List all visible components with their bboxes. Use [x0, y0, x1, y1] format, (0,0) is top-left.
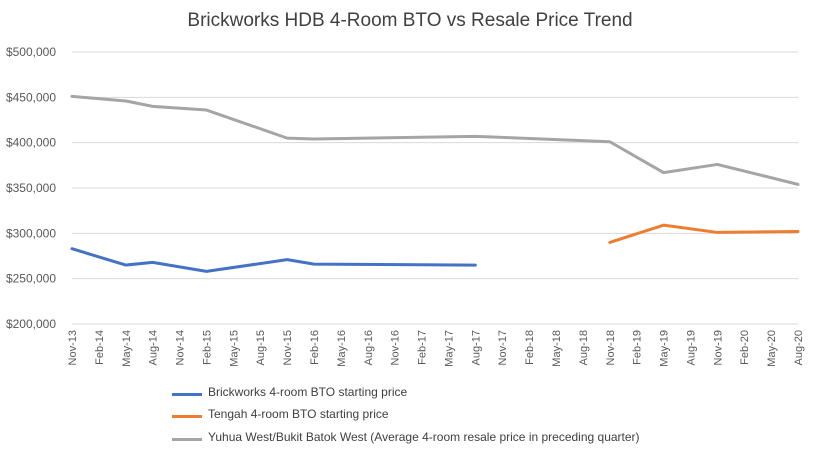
x-tick-label: Nov-17 [497, 330, 509, 365]
y-tick-label: $450,000 [6, 90, 56, 104]
x-tick-label: May-16 [336, 330, 348, 367]
x-tick-label: Aug-15 [255, 330, 267, 365]
x-tick-label: May-15 [228, 330, 240, 367]
series-line-1 [608, 223, 800, 244]
x-tick-label: Aug-17 [470, 330, 482, 365]
legend-swatch-brickworks [172, 393, 202, 396]
y-tick-label: $200,000 [6, 317, 56, 331]
x-tick-label: May-19 [659, 330, 671, 367]
series-line-0 [70, 247, 477, 273]
x-tick-label: Feb-17 [417, 330, 429, 365]
y-tick-label: $350,000 [6, 181, 56, 195]
y-tick-label: $300,000 [6, 226, 56, 240]
x-tick-label: Feb-15 [201, 330, 213, 365]
legend-swatch-yuhua [172, 438, 202, 441]
x-tick-label: Nov-13 [67, 330, 79, 365]
legend-label-brickworks: Brickworks 4-room BTO starting price [208, 385, 408, 399]
y-tick-label: $500,000 [6, 45, 56, 59]
x-tick-label: Aug-16 [363, 330, 375, 365]
x-tick-label: May-14 [121, 330, 133, 367]
legend-swatch-tengah [172, 415, 202, 418]
x-tick-label: Nov-14 [175, 330, 187, 365]
series-line-2 [70, 94, 800, 186]
chart-title: Brickworks HDB 4-Room BTO vs Resale Pric… [187, 10, 633, 31]
legend-label-tengah: Tengah 4-room BTO starting price [208, 407, 389, 421]
x-tick-label: Aug-19 [685, 330, 697, 365]
x-tick-label: Feb-18 [524, 330, 536, 365]
x-tick-label: May-20 [766, 330, 778, 367]
x-tick-label: May-18 [551, 330, 563, 367]
x-tick-label: Feb-20 [739, 330, 751, 365]
x-tick-label: Feb-14 [94, 330, 106, 365]
x-tick-label: Nov-19 [712, 330, 724, 365]
x-tick-label: Nov-15 [282, 330, 294, 365]
x-tick-label: Aug-14 [148, 330, 160, 365]
y-tick-label: $400,000 [6, 136, 56, 150]
x-tick-label: Aug-20 [793, 330, 805, 365]
x-tick-label: Feb-16 [309, 330, 321, 365]
x-tick-label: Nov-16 [390, 330, 402, 365]
x-tick-label: Nov-18 [605, 330, 617, 365]
y-tick-label: $250,000 [6, 272, 56, 286]
x-tick-label: Aug-18 [578, 330, 590, 365]
x-tick-label: Feb-19 [632, 330, 644, 365]
legend-label-yuhua: Yuhua West/Bukit Batok West (Average 4-r… [208, 430, 640, 444]
x-tick-label: May-17 [443, 330, 455, 367]
